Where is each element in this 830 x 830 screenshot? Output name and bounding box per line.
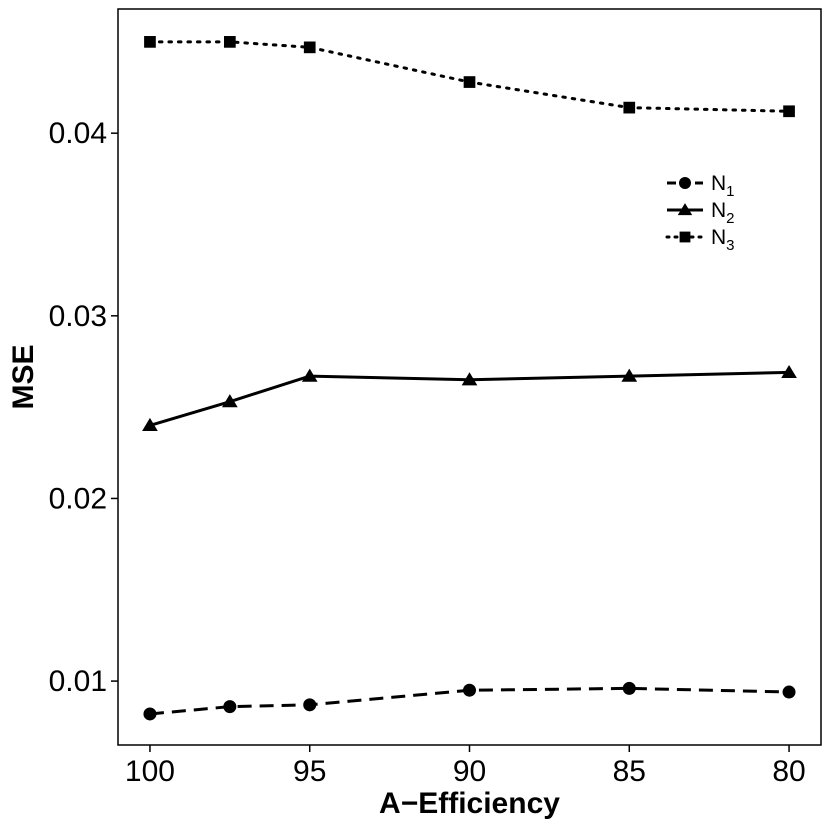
data-point-N1 <box>303 698 317 712</box>
series-N2 <box>142 364 797 432</box>
x-tick-label: 95 <box>293 755 326 788</box>
data-point-N3 <box>303 41 316 54</box>
legend-label-base: N <box>711 199 726 222</box>
series-line-N1 <box>149 686 790 716</box>
legend-marker-N1 <box>679 177 691 189</box>
legend-marker-N2 <box>677 203 693 216</box>
series-N3 <box>144 36 795 118</box>
legend-marker-N3 <box>679 231 691 243</box>
data-point-N1 <box>223 700 237 714</box>
legend-label-subscript: 3 <box>726 237 734 254</box>
y-tick-label: 0.03 <box>49 300 107 333</box>
data-point-N3 <box>463 76 476 88</box>
data-point-N3 <box>783 105 795 118</box>
legend-label-N1: N1 <box>711 172 735 200</box>
y-tick-label: 0.02 <box>49 482 107 515</box>
data-point-N3 <box>223 36 236 48</box>
legend-label-base: N <box>711 172 726 195</box>
data-point-N1 <box>782 685 796 699</box>
data-point-N2 <box>461 372 478 386</box>
legend-label-N3: N3 <box>711 226 735 254</box>
series-line-N3 <box>148 40 791 113</box>
data-point-N1 <box>463 683 476 697</box>
x-tick-label: 90 <box>453 755 486 788</box>
data-point-N3 <box>144 36 156 48</box>
x-axis-ticks: 100 95 90 85 80 <box>125 745 806 788</box>
y-axis-title: MSE <box>7 344 40 409</box>
data-point-N1 <box>143 707 157 721</box>
legend-item-N2: N2 <box>667 199 735 227</box>
series-group <box>142 36 797 721</box>
data-point-N2 <box>142 417 158 432</box>
series-line-N2 <box>149 370 790 427</box>
x-tick-label: 100 <box>125 755 175 788</box>
legend-label-N2: N2 <box>711 199 735 227</box>
y-tick-label: 0.04 <box>49 117 107 150</box>
x-tick-label: 80 <box>772 755 805 788</box>
legend-item-N3: N3 <box>665 226 735 254</box>
data-point-N3 <box>623 101 636 114</box>
data-point-N2 <box>301 368 318 382</box>
y-tick-label: 0.01 <box>49 665 107 698</box>
x-axis-title: A−Efficiency <box>379 787 560 820</box>
legend-item-N1: N1 <box>667 172 735 200</box>
x-tick-label: 85 <box>613 755 646 788</box>
data-point-N1 <box>622 681 636 695</box>
legend-label-base: N <box>711 226 726 249</box>
data-point-N2 <box>221 394 238 408</box>
data-point-N2 <box>781 364 797 379</box>
series-N1 <box>143 681 796 721</box>
legend-label-subscript: 1 <box>726 183 734 200</box>
legend-label-subscript: 2 <box>726 210 734 227</box>
y-axis-ticks: 0.01 0.02 0.03 0.04 <box>49 117 118 698</box>
data-point-N2 <box>621 368 638 382</box>
